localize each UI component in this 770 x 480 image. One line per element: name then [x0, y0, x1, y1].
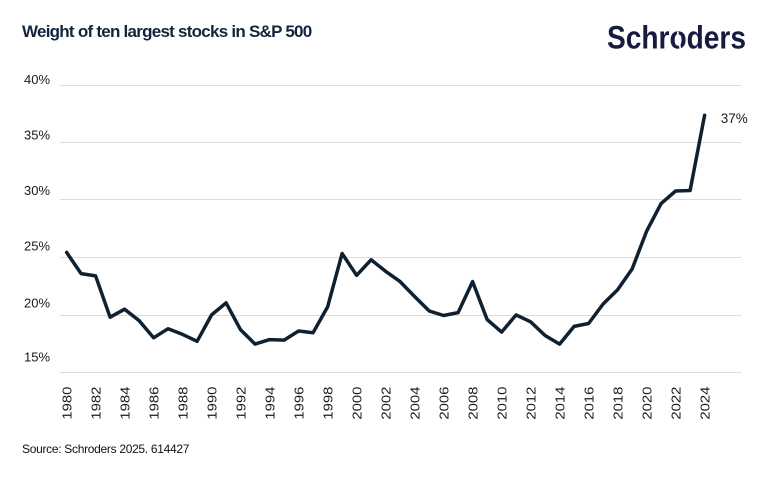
svg-text:2004: 2004	[407, 387, 422, 420]
svg-text:1980: 1980	[59, 387, 74, 420]
svg-text:2000: 2000	[349, 387, 364, 420]
svg-text:2008: 2008	[465, 387, 480, 420]
svg-text:2016: 2016	[581, 387, 596, 420]
svg-text:1994: 1994	[262, 387, 277, 420]
svg-text:1988: 1988	[175, 387, 190, 420]
svg-text:40%: 40%	[24, 72, 50, 87]
svg-text:1984: 1984	[117, 387, 132, 420]
svg-text:1996: 1996	[291, 387, 306, 420]
svg-text:2002: 2002	[378, 387, 393, 420]
svg-text:2012: 2012	[523, 387, 538, 420]
svg-text:1992: 1992	[233, 387, 248, 420]
svg-text:30%: 30%	[24, 183, 50, 198]
svg-text:2006: 2006	[436, 387, 451, 420]
svg-text:1990: 1990	[204, 387, 219, 420]
svg-text:15%: 15%	[24, 350, 50, 365]
svg-text:2018: 2018	[610, 387, 625, 420]
svg-text:2014: 2014	[552, 387, 567, 420]
svg-text:2020: 2020	[639, 387, 654, 420]
svg-text:1986: 1986	[146, 387, 161, 420]
svg-text:2010: 2010	[494, 387, 509, 420]
svg-text:35%: 35%	[24, 128, 50, 143]
svg-text:1998: 1998	[320, 387, 335, 420]
svg-text:2024: 2024	[697, 387, 712, 420]
svg-text:1982: 1982	[88, 387, 103, 420]
svg-text:2022: 2022	[668, 387, 683, 420]
svg-text:20%: 20%	[24, 296, 50, 311]
svg-text:37%: 37%	[721, 111, 748, 126]
svg-text:25%: 25%	[24, 239, 50, 254]
